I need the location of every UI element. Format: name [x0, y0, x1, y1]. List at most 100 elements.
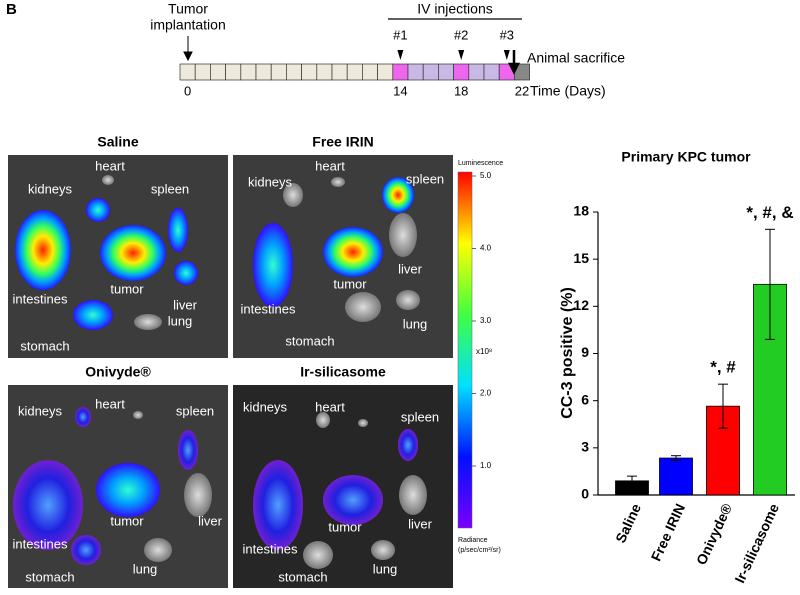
colorbar — [457, 171, 473, 529]
organ — [86, 198, 110, 222]
timeline-cell — [301, 63, 318, 81]
organ — [13, 460, 83, 550]
organ-label: kidneys — [18, 403, 63, 418]
organ-label: lung — [168, 313, 193, 328]
image-title: Saline — [97, 134, 138, 150]
organ — [382, 177, 414, 213]
colorbar-tick-label: 2.0 — [480, 389, 492, 398]
timeline-day: 22 — [515, 83, 529, 98]
image-panel: kidneys heart spleen intestines tumor liver st… — [8, 155, 228, 358]
y-tick-label: 6 — [581, 391, 589, 407]
image-title: Free IRIN — [312, 134, 373, 150]
organ-label: stomach — [25, 569, 74, 584]
error-bar — [671, 455, 681, 461]
bar — [659, 457, 693, 496]
organ — [396, 290, 420, 310]
image-panel: kidneys heart spleen intestines tumor liver st… — [233, 385, 453, 588]
x-tick-label: Free IRIN — [648, 501, 688, 563]
x-tick-label: Saline — [612, 501, 644, 545]
organ — [253, 460, 303, 550]
colorbar-title: Luminescence — [458, 160, 503, 167]
organ — [303, 541, 333, 569]
arrow — [397, 50, 404, 60]
panel-label: B — [6, 1, 17, 18]
timeline-cell — [194, 63, 211, 81]
organ-label: liver — [173, 297, 198, 312]
organ-label: lung — [133, 561, 158, 576]
y-tick-label: 12 — [573, 297, 589, 313]
organ-label: heart — [95, 158, 125, 173]
organ — [283, 183, 303, 207]
organ-label: heart — [95, 396, 125, 411]
timeline-cell — [331, 63, 348, 81]
organ-label: intestines — [241, 301, 296, 316]
timeline-cell — [483, 63, 500, 81]
organ — [75, 407, 91, 427]
timeline-cell — [362, 63, 378, 81]
organ — [389, 213, 417, 257]
organ-label: spleen — [176, 403, 214, 418]
timeline-cell — [179, 63, 196, 81]
organ-label: liver — [198, 513, 223, 528]
organ — [178, 430, 198, 470]
image-panel: kidneys heart spleen intestines tumor liver st… — [8, 385, 228, 588]
organ-label: liver — [408, 516, 433, 531]
organ-label: kidneys — [248, 174, 293, 189]
timeline-day: 14 — [393, 83, 407, 98]
colorbar-tick-label: 4.0 — [480, 244, 492, 253]
colorbar-unit: (p/sec/cm²/sr) — [458, 547, 501, 554]
y-axis-label: CC-3 positive (%) — [559, 287, 576, 419]
y-tick-label: 15 — [573, 250, 589, 266]
timeline-axis-label: Time (Days) — [530, 83, 606, 99]
timeline-cell — [346, 63, 363, 81]
timeline-cell — [468, 63, 485, 81]
organ — [371, 540, 395, 560]
organ-label: lung — [373, 561, 398, 576]
organ — [133, 411, 143, 419]
colorbar-tick-label: 1.0 — [480, 461, 492, 470]
organ — [398, 429, 418, 461]
timeline-day: 18 — [454, 83, 468, 98]
colorbar-tick-label: 5.0 — [480, 171, 492, 180]
organ-label: heart — [315, 399, 345, 414]
organ — [134, 314, 162, 330]
organ-label: kidneys — [28, 181, 73, 196]
organ — [102, 175, 114, 185]
timeline-cell — [438, 63, 454, 81]
timeline-cell — [407, 63, 424, 81]
error-bar — [627, 475, 637, 487]
organ — [253, 223, 293, 307]
organ — [345, 292, 381, 322]
error-bar — [718, 383, 728, 429]
organ — [73, 300, 113, 330]
arrow — [503, 50, 510, 60]
organ-label: liver — [398, 261, 423, 276]
timeline-day: 0 — [184, 83, 191, 98]
timeline-cell — [377, 63, 394, 81]
y-tick-label: 0 — [581, 486, 589, 502]
organ — [168, 208, 188, 252]
image-title: Ir-silicasome — [300, 364, 386, 380]
organ — [71, 535, 101, 565]
y-tick-label: 3 — [581, 439, 589, 455]
error-bar — [765, 228, 775, 340]
organ-label: kidneys — [243, 399, 288, 414]
organ-label: heart — [315, 158, 345, 173]
organ-label: tumor — [110, 281, 144, 296]
arrow — [458, 50, 465, 60]
organ — [100, 225, 166, 281]
x-tick-label: Ir-silicasome — [731, 501, 782, 586]
organ-label: spleen — [401, 409, 439, 424]
organ — [15, 210, 71, 290]
organ — [144, 538, 172, 562]
arrow — [183, 36, 193, 62]
injection-label: #1 — [393, 27, 407, 42]
annotation: *, #, & — [746, 203, 793, 222]
organ — [96, 463, 160, 517]
timeline-cell — [422, 63, 439, 81]
image-title: Onivyde® — [85, 364, 151, 380]
start-label: implantation — [150, 17, 226, 33]
timeline-cell — [240, 63, 257, 81]
